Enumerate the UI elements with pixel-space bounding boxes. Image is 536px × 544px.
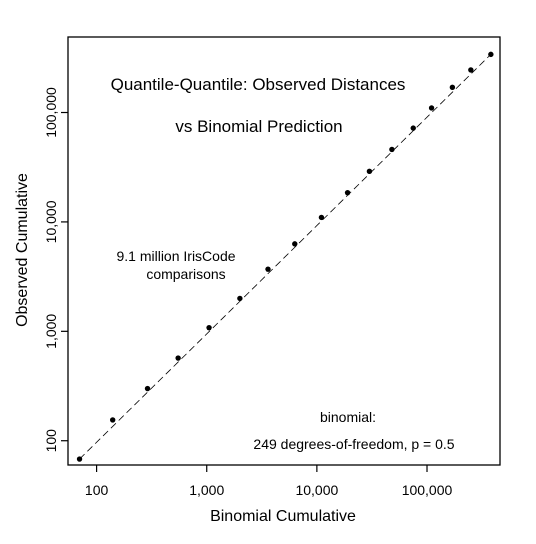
x-axis-label: Binomial Cumulative (210, 508, 356, 525)
data-point-4 (175, 355, 181, 361)
x-tick-label-1: 100 (85, 482, 109, 498)
x-axis-ticks: 100 1,000 10,000 100,000 (85, 465, 453, 498)
data-point-5 (206, 324, 212, 331)
x-tick-label-4: 100,000 (402, 482, 453, 498)
data-point-17 (488, 51, 494, 58)
data-point-10 (344, 189, 351, 196)
y-tick-label-2: 1,000 (43, 314, 59, 349)
y-tick-label-4: 100,000 (43, 87, 59, 138)
binomial-annotation-line1: binomial: (320, 409, 376, 425)
data-point-6 (237, 295, 243, 302)
data-point-12 (389, 146, 395, 153)
data-point-1 (76, 456, 83, 462)
data-point-15 (449, 84, 456, 90)
y-axis-ticks: 100 1,000 10,000 100,000 (43, 87, 68, 452)
x-tick-label-3: 10,000 (295, 482, 338, 498)
data-point-9 (318, 214, 325, 221)
data-point-2 (109, 417, 116, 423)
data-point-14 (428, 105, 435, 111)
data-point-7 (265, 266, 271, 272)
data-point-13 (410, 125, 416, 131)
data-points (76, 51, 494, 462)
y-tick-label-3: 10,000 (43, 200, 59, 243)
data-point-11 (366, 168, 373, 175)
binomial-annotation-line2: 249 degrees-of-freedom, p = 0.5 (253, 436, 454, 452)
data-point-3 (144, 385, 151, 392)
comparisons-annotation-line1: 9.1 million IrisCode (116, 248, 235, 264)
reference-line (79, 54, 492, 460)
y-axis-label: Observed Cumulative (14, 173, 31, 327)
plot-frame (67, 36, 501, 466)
data-point-8 (292, 241, 298, 247)
chart-title-line2: vs Binomial Prediction (175, 117, 342, 136)
chart-title-line1: Quantile-Quantile: Observed Distances (111, 75, 406, 94)
y-tick-label-1: 100 (43, 429, 59, 453)
comparisons-annotation-line2: comparisons (146, 266, 225, 282)
data-point-16 (468, 67, 474, 73)
x-tick-label-2: 1,000 (189, 482, 224, 498)
